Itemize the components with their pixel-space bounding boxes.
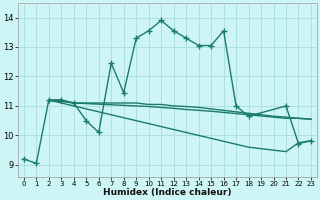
X-axis label: Humidex (Indice chaleur): Humidex (Indice chaleur): [103, 188, 232, 197]
